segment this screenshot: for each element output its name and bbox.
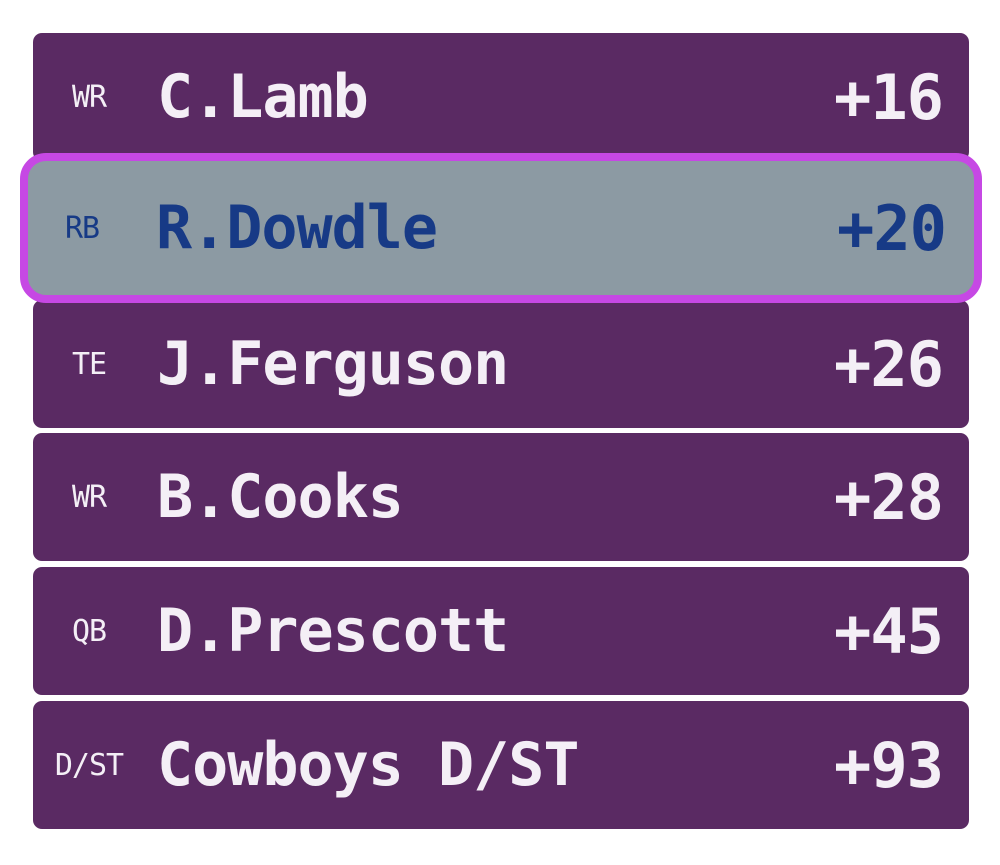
position-label: D/ST [54,747,124,783]
roster-row-3[interactable]: TE J.Ferguson +26 [33,300,969,428]
player-name: D.Prescott [157,596,509,666]
points-value: +16 [834,60,944,134]
position-label: TE [71,346,107,382]
player-name: C.Lamb [157,62,369,132]
points-value: +93 [834,728,944,802]
position-label: WR [71,79,107,115]
points-value: +20 [837,191,947,265]
roster-row-1[interactable]: WR C.Lamb +16 [33,33,969,161]
player-name: J.Ferguson [157,329,509,399]
player-name: B.Cooks [157,462,404,532]
roster-row-2-selected[interactable]: RB R.Dowdle +20 [20,153,982,303]
points-value: +26 [834,327,944,401]
roster-row-6[interactable]: D/ST Cowboys D/ST +93 [33,701,969,829]
position-label: RB [64,210,100,246]
points-value: +28 [834,460,944,534]
position-label: QB [71,613,107,649]
player-name: R.Dowdle [156,193,438,263]
position-label: WR [71,479,107,515]
points-value: +45 [834,594,944,668]
roster-row-4[interactable]: WR B.Cooks +28 [33,433,969,561]
player-name: Cowboys D/ST [157,730,579,800]
roster-row-5[interactable]: QB D.Prescott +45 [33,567,969,695]
